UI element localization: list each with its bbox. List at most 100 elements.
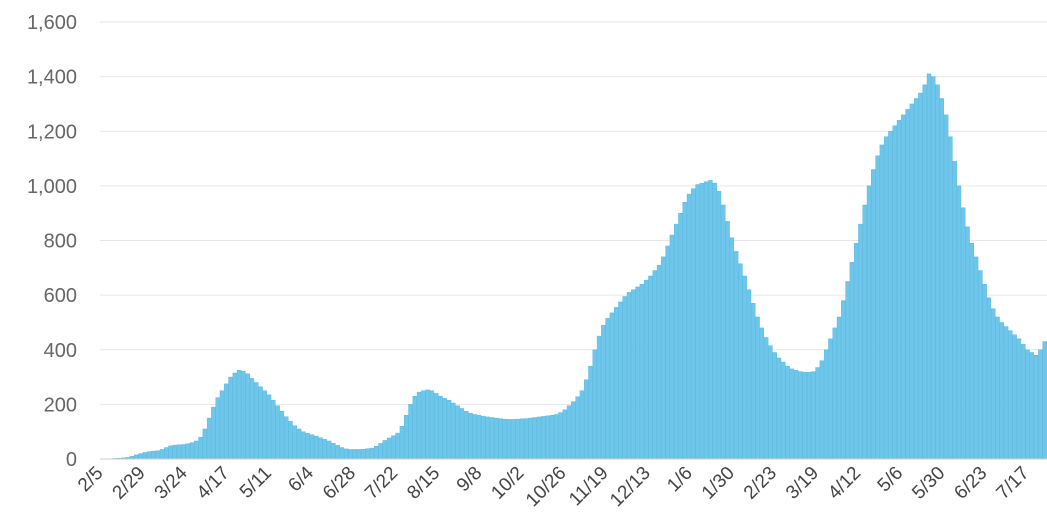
bar xyxy=(511,419,516,460)
bar xyxy=(399,426,405,460)
x-tick-label: 6/28 xyxy=(319,463,360,504)
x-tick-label: 5/11 xyxy=(236,463,276,503)
bar xyxy=(785,365,790,460)
bar xyxy=(656,264,662,460)
bar xyxy=(892,125,897,460)
bar xyxy=(588,365,593,460)
bar xyxy=(746,289,752,460)
bar xyxy=(888,131,893,460)
bar xyxy=(434,393,439,460)
bar xyxy=(339,447,345,460)
bar xyxy=(776,357,782,460)
bar xyxy=(768,345,773,460)
y-tick-label: 400 xyxy=(44,340,77,362)
bar xyxy=(335,445,340,460)
bar xyxy=(733,251,739,460)
bar xyxy=(1033,355,1039,460)
bar xyxy=(806,371,812,460)
bar xyxy=(421,390,426,460)
bar xyxy=(716,191,722,460)
bar xyxy=(292,425,297,460)
bar xyxy=(832,327,837,460)
bar xyxy=(909,103,915,460)
bar xyxy=(978,270,983,460)
bar xyxy=(314,435,319,460)
bar xyxy=(172,444,177,460)
bar xyxy=(592,349,597,460)
bar xyxy=(669,234,675,460)
bar xyxy=(871,169,876,460)
bar xyxy=(395,432,400,460)
bar xyxy=(905,109,910,460)
bar xyxy=(879,144,885,460)
y-tick-label: 1,200 xyxy=(27,121,77,143)
bar xyxy=(973,256,979,460)
bar xyxy=(1021,344,1026,460)
bar xyxy=(369,447,375,460)
bar xyxy=(639,284,645,460)
bar xyxy=(648,275,653,460)
bar xyxy=(344,448,349,460)
bar xyxy=(485,416,490,460)
bar xyxy=(318,437,323,460)
bar xyxy=(404,415,409,460)
y-axis-tick-labels: 0 200 400 600 800 1,000 1,200 1,400 1,600 xyxy=(27,12,77,471)
x-tick-label: 2/5 xyxy=(74,463,108,497)
bar xyxy=(609,312,615,460)
bar xyxy=(605,318,610,460)
bar xyxy=(159,449,165,460)
bar xyxy=(365,448,370,460)
bar xyxy=(361,448,366,460)
bar xyxy=(836,316,842,460)
bar xyxy=(571,401,576,460)
bar xyxy=(725,221,730,460)
bar xyxy=(781,361,786,460)
bar xyxy=(845,281,850,460)
bar xyxy=(601,324,606,460)
bar xyxy=(1008,330,1013,460)
y-tick-label: 1,000 xyxy=(27,176,77,198)
bar xyxy=(926,73,932,460)
bar xyxy=(249,378,255,460)
bar xyxy=(853,243,859,460)
bar xyxy=(541,416,546,460)
bar xyxy=(579,390,585,460)
bar xyxy=(866,185,872,460)
bar xyxy=(952,161,957,460)
y-tick-label: 1,400 xyxy=(27,67,77,89)
bar xyxy=(309,434,315,460)
bar xyxy=(566,405,572,460)
bar xyxy=(262,390,267,460)
bar xyxy=(288,421,293,460)
bar xyxy=(841,300,846,460)
bar xyxy=(982,284,987,460)
bar xyxy=(931,76,936,460)
bar xyxy=(134,454,139,460)
bar xyxy=(1042,341,1047,460)
bar xyxy=(1003,326,1009,460)
x-tick-label: 8/15 xyxy=(403,463,444,504)
bar xyxy=(1038,349,1043,460)
x-tick-label: 4/17 xyxy=(193,463,234,504)
bar xyxy=(631,289,636,460)
bar xyxy=(356,449,362,460)
y-tick-label: 800 xyxy=(44,231,77,253)
bar xyxy=(558,412,563,460)
bar xyxy=(142,452,147,460)
x-axis-tick-labels: 2/5 2/29 3/24 4/17 5/11 6/4 6/28 7/22 8/15 9/8 10/… xyxy=(74,462,1034,511)
bar xyxy=(674,223,679,460)
bar xyxy=(275,405,280,460)
bar xyxy=(1012,334,1017,460)
y-tick-label: 1,600 xyxy=(27,12,77,34)
bar xyxy=(181,444,186,460)
bar xyxy=(464,411,469,460)
data-bars xyxy=(108,73,1047,460)
y-tick-label: 200 xyxy=(44,394,77,416)
bar xyxy=(442,398,447,460)
bar xyxy=(901,114,906,460)
bar xyxy=(494,417,499,460)
bar xyxy=(155,450,160,460)
bar xyxy=(305,433,310,460)
bar xyxy=(695,184,700,460)
